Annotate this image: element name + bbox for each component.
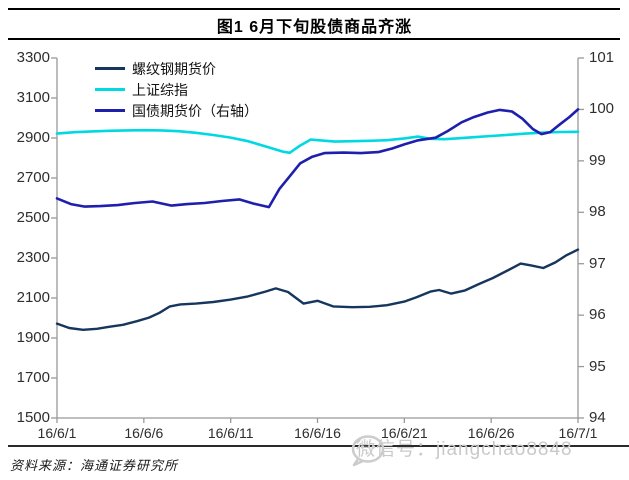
y-left-tick-label: 2100 — [16, 289, 50, 306]
y-right-tick-label: 94 — [589, 409, 606, 426]
wechat-smiley-icon — [351, 435, 385, 467]
y-left-tick-label: 2700 — [16, 169, 50, 186]
y-right-tick-label: 100 — [589, 100, 615, 118]
x-axis-tick-label: 16/6/6 — [124, 425, 164, 441]
y-left-tick-label: 1700 — [16, 369, 50, 386]
figure-title: 图1 6月下旬股债商品齐涨 — [216, 19, 413, 36]
watermark: 微信号：jiangchao8848 — [350, 434, 573, 467]
y-right-tick-label: 101 — [589, 49, 615, 66]
legend-item-treasury-futures: 国债期货价（右轴） — [95, 100, 258, 121]
y-right-tick-label: 98 — [589, 203, 606, 221]
y-left-tick-label: 2300 — [16, 249, 50, 266]
rebar-line-swatch-icon — [95, 67, 125, 70]
series-line-2 — [55, 108, 580, 209]
axis-labels-layer: 3300 3100 2900 2700 2500 2300 2100 1900 1700 1500… — [0, 44, 629, 444]
y-left-tick-label: 2500 — [16, 209, 50, 226]
source-note: 资料来源：海通证券研究所 — [10, 458, 179, 473]
y-right-tick-label: 96 — [589, 306, 606, 324]
chart-area: 3300 3100 2900 2700 2500 2300 2100 1900 1700 1500… — [0, 44, 629, 444]
watermark-text: 微信号：jiangchao8848 — [356, 439, 573, 460]
legend-item-rebar: 螺纹钢期货价 — [95, 58, 258, 79]
y-right-tick-label: 97 — [589, 254, 606, 272]
treasury-futures-line-swatch-icon — [95, 109, 125, 112]
y-right-tick-label: 99 — [589, 151, 606, 169]
top-rule — [8, 8, 620, 10]
x-axis-tick-label: 16/6/21 — [380, 425, 428, 441]
y-left-tick-label: 1900 — [16, 329, 50, 346]
y-left-tick-label: 3100 — [16, 89, 50, 106]
x-axis-tick-label: 16/7/1 — [558, 425, 598, 441]
legend-label-treasury-futures: 国债期货价（右轴） — [132, 102, 258, 119]
series-line-1 — [55, 128, 580, 155]
y-left-tick-label: 3300 — [16, 49, 50, 66]
legend-label-rebar: 螺纹钢期货价 — [132, 60, 216, 77]
x-axis-tick-label: 16/6/16 — [294, 425, 341, 441]
title-divider-rule — [8, 38, 620, 40]
legend-item-shanghai-composite: 上证综指 — [95, 79, 258, 100]
x-axis-tick-label: 16/6/11 — [207, 425, 254, 441]
legend: 螺纹钢期货价 上证综指 国债期货价（右轴） — [95, 58, 258, 121]
legend-label-shanghai-composite: 上证综指 — [132, 81, 188, 98]
y-left-tick-label: 1500 — [16, 409, 50, 426]
plot-canvas — [51, 57, 584, 423]
x-axis-tick-label: 16/6/1 — [37, 425, 77, 441]
y-right-tick-label: 95 — [589, 357, 606, 375]
shanghai-composite-line-swatch-icon — [95, 88, 125, 91]
x-axis-tick-label: 16/6/26 — [467, 425, 515, 441]
series-line-0 — [55, 248, 580, 331]
bottom-rule — [8, 445, 629, 447]
y-left-tick-label: 2900 — [16, 129, 50, 146]
